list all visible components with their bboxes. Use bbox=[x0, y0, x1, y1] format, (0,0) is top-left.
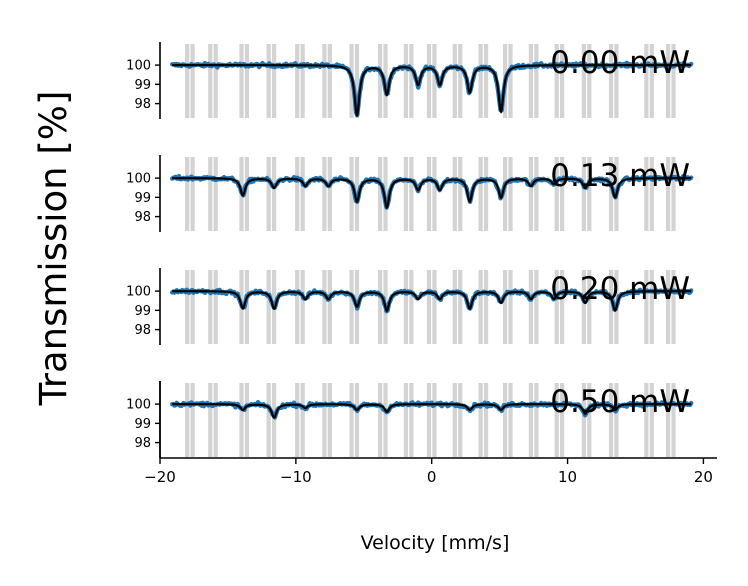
spectrum-panel: 100 99 98 0.20 mW bbox=[126, 268, 694, 345]
panel-power-label: 0.20 mW bbox=[550, 271, 690, 307]
panel-power-label: 0.13 mW bbox=[550, 158, 690, 194]
y-tick-label: 99 bbox=[134, 78, 151, 93]
spectrum-panel: 100 99 98 0.50 mW bbox=[126, 381, 694, 458]
y-tick-label: 99 bbox=[134, 417, 151, 432]
fit-curve bbox=[172, 177, 692, 210]
y-tick-label: 98 bbox=[134, 210, 151, 225]
y-tick-label: 99 bbox=[134, 304, 151, 319]
y-tick-label: 100 bbox=[126, 59, 151, 74]
x-axis: −20 −10 0 10 20 bbox=[144, 381, 717, 486]
panel-power-label: 0.00 mW bbox=[550, 45, 690, 81]
y-tick-label: 98 bbox=[134, 436, 151, 451]
x-tick-label: −10 bbox=[280, 468, 312, 486]
panel-power-label: 0.50 mW bbox=[550, 384, 690, 420]
fit-curve bbox=[172, 64, 692, 117]
y-tick-label: 100 bbox=[126, 398, 151, 413]
spectrum-panel: 100 99 98 0.13 mW bbox=[126, 155, 694, 232]
y-tick-label: 100 bbox=[126, 172, 151, 187]
y-tick-label: 98 bbox=[134, 97, 151, 112]
y-tick-label: 98 bbox=[134, 323, 151, 338]
y-tick-label: 99 bbox=[134, 191, 151, 206]
fit-curve bbox=[172, 290, 692, 313]
x-tick-label: 10 bbox=[558, 468, 577, 486]
panels-group: 100 99 98 0.00 mW 100 99 98 0.13 mW 100 99 98 0.20 … bbox=[126, 42, 694, 458]
x-tick-label: −20 bbox=[144, 468, 176, 486]
x-axis-title: Velocity [mm/s] bbox=[361, 532, 510, 554]
x-tick-label: 0 bbox=[427, 468, 437, 486]
x-tick-label: 20 bbox=[694, 468, 713, 486]
y-tick-label: 100 bbox=[126, 285, 151, 300]
y-axis-title: Transmission [%] bbox=[32, 91, 75, 407]
spectrum-panel: 100 99 98 0.00 mW bbox=[126, 42, 694, 119]
fit-curve bbox=[172, 403, 692, 419]
